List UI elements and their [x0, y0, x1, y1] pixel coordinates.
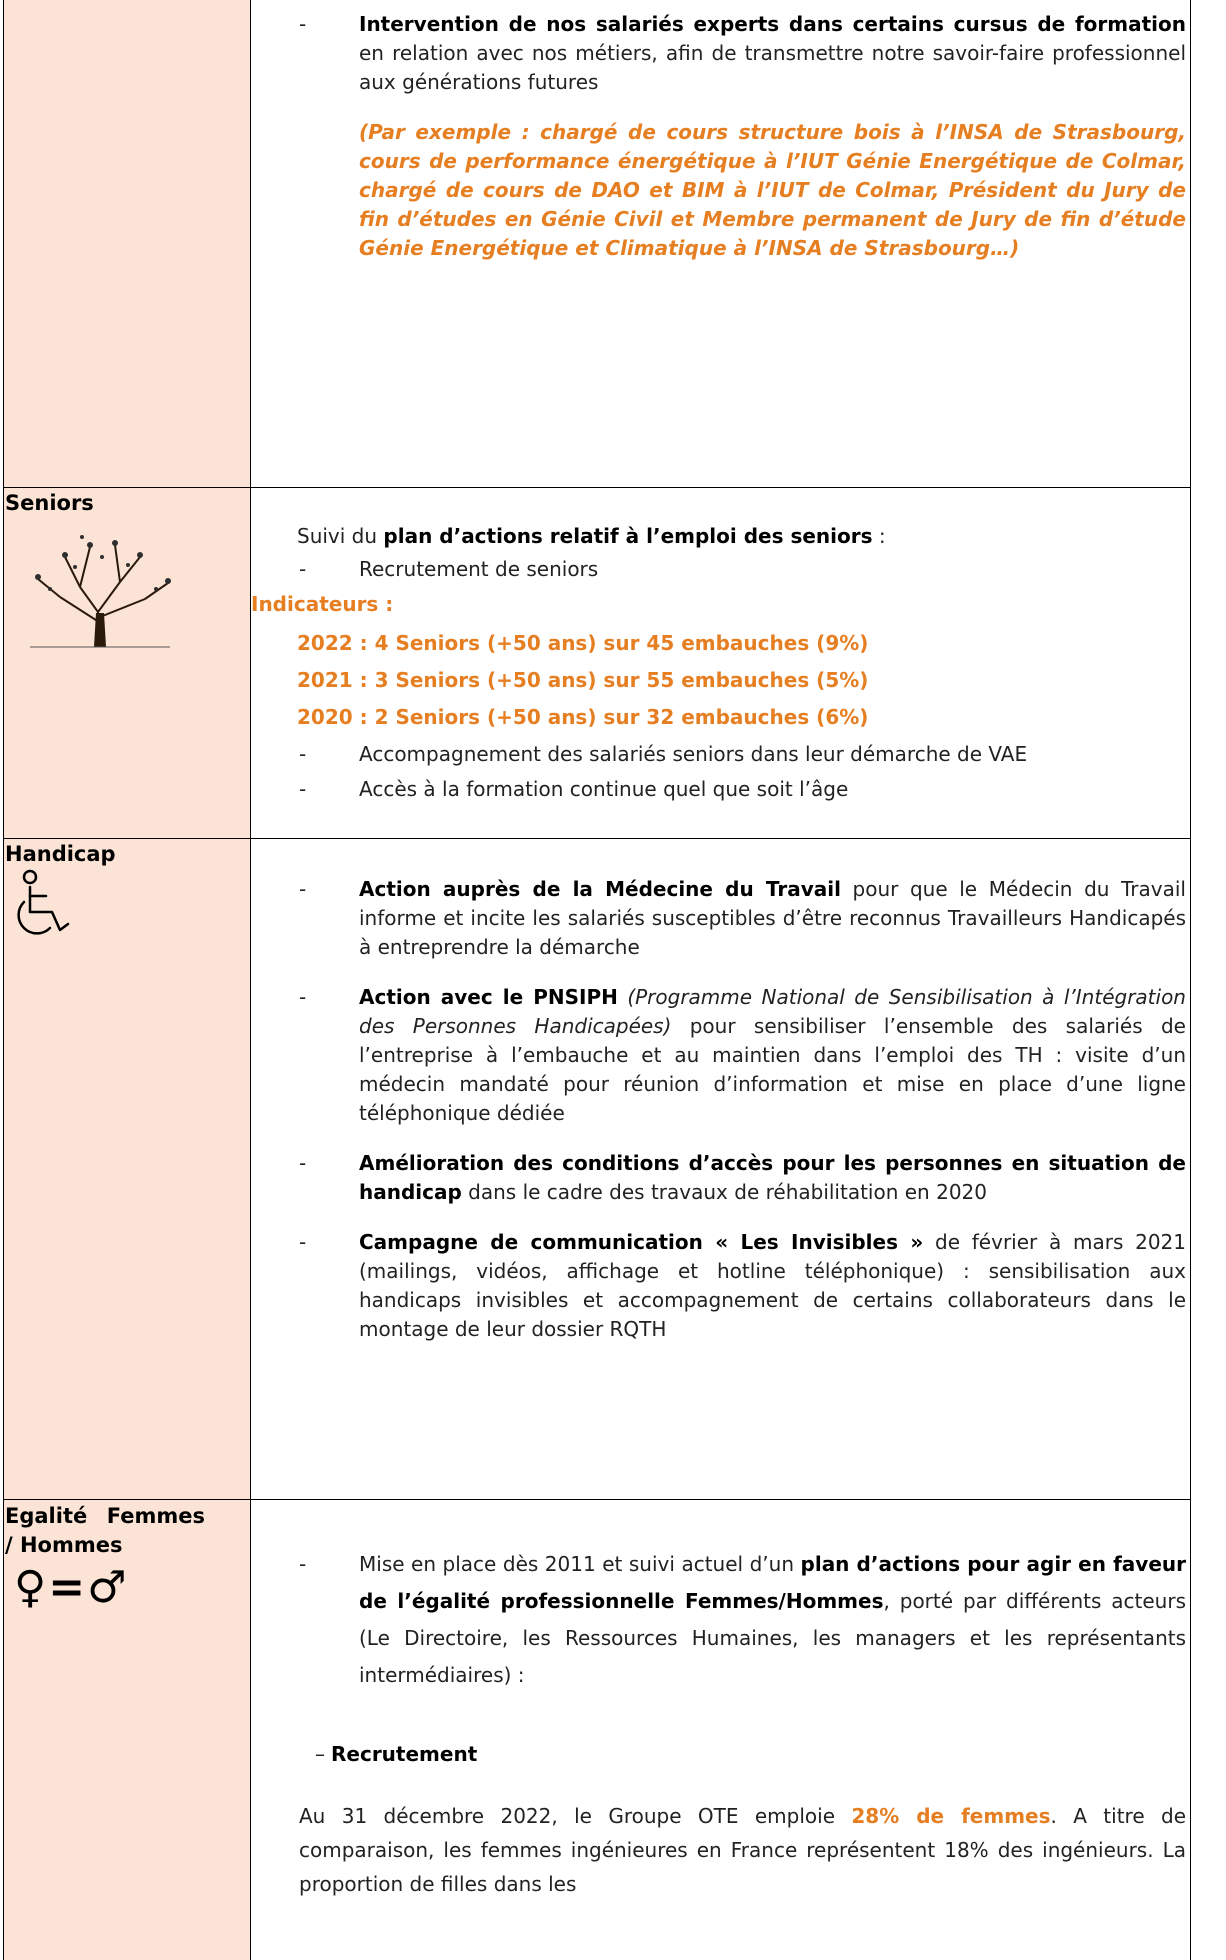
text-block: 2021 : 3 Seniors (+50 ans) sur 55 embauc…: [251, 666, 1186, 695]
text-block: Au 31 décembre 2022, le Groupe OTE emplo…: [251, 1799, 1186, 1901]
table-row: Seniors Suivi du plan d’actions relatif …: [3, 487, 1191, 838]
bullet-marker: -: [299, 742, 307, 766]
text-run: Indicateurs :: [251, 592, 394, 616]
text-block: - Campagne de communication « Les Invisib…: [251, 1228, 1186, 1344]
row-content-cell: - Action auprès de la Médecine du Travail…: [251, 839, 1191, 1499]
text-run: 28% de femmes: [851, 1804, 1051, 1828]
text-run: Au 31 décembre 2022, le Groupe OTE emplo…: [299, 1804, 852, 1828]
text-run: Intervention de nos salariés experts dan…: [359, 12, 1186, 36]
text-run: (Par exemple : chargé de cours structure…: [359, 120, 1186, 260]
text-block: 2022 : 4 Seniors (+50 ans) sur 45 embauc…: [251, 629, 1186, 658]
text-run: dans le cadre des travaux de réhabilitat…: [461, 1180, 987, 1204]
text-run: pour que le Médecin du Travail informe e…: [359, 877, 1186, 959]
text-run: 2022 : 4 Seniors (+50 ans) sur 45 embauc…: [297, 631, 869, 655]
tree-icon: [30, 535, 171, 648]
text-run: Suivi du: [297, 524, 384, 548]
text-block: Suivi du plan d’actions relatif à l’empl…: [251, 522, 1186, 551]
bullet-marker: -: [299, 557, 307, 581]
text-run: Action avec le PNSIPH: [359, 985, 618, 1009]
text-block: - Amélioration des conditions d’accès pou…: [251, 1149, 1186, 1207]
text-run: Accompagnement des salariés seniors dans…: [359, 742, 1028, 766]
text-block: - Intervention de nos salariés experts da…: [251, 10, 1186, 97]
text-run: Mise en place dès 2011 et suivi actuel d…: [359, 1552, 801, 1576]
bullet-marker: -: [299, 12, 307, 36]
bullet-marker: -: [299, 877, 307, 901]
text-run: . A titre de comparaison, les femmes ing…: [299, 1804, 1186, 1896]
text-block: - Action avec le PNSIPH (Programme Nation…: [251, 983, 1186, 1128]
text-run: Campagne de communication « Les Invisibl…: [359, 1230, 924, 1254]
text-block: (Par exemple : chargé de cours structure…: [251, 118, 1186, 263]
row-heading-cell: [3, 0, 251, 487]
row-content-cell: - Mise en place dès 2011 et suivi actuel …: [251, 1500, 1191, 1960]
bullet-marker: -: [299, 777, 307, 801]
row-heading-cell: Seniors: [3, 488, 251, 838]
table-row: - Intervention de nos salariés experts da…: [3, 0, 1191, 487]
bullet-marker: -: [299, 1552, 307, 1576]
gender-symbol: ♀=♂: [14, 1562, 129, 1613]
text-block: – Recrutement: [251, 1740, 1186, 1769]
bullet-marker: -: [299, 985, 307, 1009]
row-heading-cell: Egalité Femmes / Hommes ♀=♂: [3, 1500, 251, 1960]
text-run: Accès à la formation continue quel que s…: [359, 777, 849, 801]
text-run: en relation avec nos métiers, afin de tr…: [359, 41, 1186, 94]
text-run: (Programme National de Sensibilisation à…: [359, 985, 1186, 1038]
text-run: [618, 985, 627, 1009]
text-block: Indicateurs :: [251, 590, 1186, 619]
text-run: plan d’actions relatif à l’emploi des se…: [383, 524, 873, 548]
row-heading-cell: Handicap: [3, 839, 251, 1499]
row-heading: Seniors: [5, 491, 94, 515]
row-content-cell: Suivi du plan d’actions relatif à l’empl…: [251, 488, 1191, 838]
row-content-cell: - Intervention de nos salariés experts da…: [251, 0, 1191, 487]
text-run: Recrutement de seniors: [359, 557, 599, 581]
table-row: Egalité Femmes / Hommes ♀=♂ - Mise en pla…: [3, 1499, 1191, 1960]
text-block: - Mise en place dès 2011 et suivi actuel …: [251, 1546, 1186, 1694]
text-run: Recrutement: [331, 1742, 478, 1766]
text-run: de février à mars 2021 (mailings, vidéos…: [359, 1230, 1187, 1341]
text-run: , porté par différents acteurs (Le Direc…: [359, 1589, 1187, 1687]
text-run: 2020 : 2 Seniors (+50 ans) sur 32 embauc…: [297, 705, 869, 729]
row-heading: Handicap: [5, 842, 116, 866]
table: - Intervention de nos salariés experts da…: [3, 0, 1191, 1960]
text-run: 2021 : 3 Seniors (+50 ans) sur 55 embauc…: [297, 668, 869, 692]
row-heading: Egalité Femmes / Hommes: [5, 1504, 205, 1557]
text-block: 2020 : 2 Seniors (+50 ans) sur 32 embauc…: [251, 703, 1186, 732]
text-run: pour sensibiliser l’ensemble des salarié…: [359, 1014, 1186, 1125]
text-run: :: [872, 524, 886, 548]
text-block: - Accès à la formation continue quel que …: [251, 775, 1186, 804]
text-run: plan d’actions pour agir en faveur de l’…: [359, 1552, 1186, 1613]
text-run: Amélioration des conditions d’accès pour…: [359, 1151, 1186, 1204]
bullet-marker: –: [315, 1742, 325, 1766]
bullet-marker: -: [299, 1230, 307, 1254]
text-run: Action auprès de la Médecine du Travail: [359, 877, 841, 901]
text-block: - Action auprès de la Médecine du Travail…: [251, 875, 1186, 962]
text-block: - Accompagnement des salariés seniors dan…: [251, 740, 1186, 769]
bullet-marker: -: [299, 1151, 307, 1175]
table-row: Handicap - Action auprès de la Médecine d…: [3, 838, 1191, 1499]
wheelchair-icon: [17, 869, 70, 935]
text-block: - Recrutement de seniors: [251, 555, 1186, 584]
